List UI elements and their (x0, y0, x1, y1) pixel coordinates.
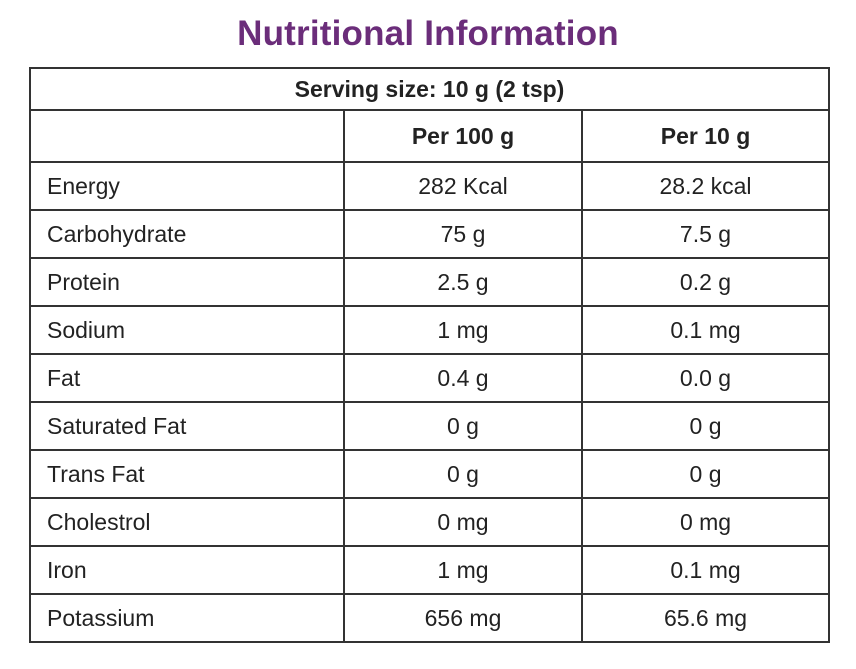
value-per-100g: 2.5 g (343, 257, 583, 307)
value-per-10g: 0.2 g (580, 257, 831, 307)
table-row: Sodium 1 mg 0.1 mg (29, 305, 831, 355)
table-row: Iron 1 mg 0.1 mg (29, 545, 831, 595)
table-row: Carbohydrate 75 g 7.5 g (29, 209, 831, 259)
serving-size: Serving size: 10 g (2 tsp) (28, 67, 831, 111)
nutrient-name: Fat (29, 353, 345, 403)
column-header-per-10g: Per 10 g (580, 109, 831, 163)
value-per-10g: 0.0 g (580, 353, 831, 403)
value-per-100g: 282 Kcal (343, 161, 583, 211)
serving-row: Serving size: 10 g (2 tsp) (28, 67, 831, 111)
table-row: Fat 0.4 g 0.0 g (29, 353, 831, 403)
value-per-10g: 28.2 kcal (580, 161, 831, 211)
table-row: Protein 2.5 g 0.2 g (29, 257, 831, 307)
value-per-100g: 75 g (343, 209, 583, 259)
nutrient-name: Protein (29, 257, 345, 307)
table-row: Trans Fat 0 g 0 g (29, 449, 831, 499)
nutrient-name: Sodium (29, 305, 345, 355)
value-per-10g: 0.1 mg (580, 305, 831, 355)
column-header-nutrient (29, 109, 345, 163)
value-per-100g: 0 g (343, 401, 583, 451)
value-per-10g: 0 mg (580, 497, 831, 547)
nutrient-name: Energy (29, 161, 345, 211)
value-per-10g: 0 g (580, 401, 831, 451)
nutrient-name: Saturated Fat (29, 401, 345, 451)
value-per-10g: 0.1 mg (580, 545, 831, 595)
table-row: Potassium 656 mg 65.6 mg (29, 593, 831, 643)
nutrient-name: Cholestrol (29, 497, 345, 547)
value-per-10g: 65.6 mg (580, 593, 831, 643)
header-row: Per 100 g Per 10 g (29, 109, 831, 163)
value-per-100g: 0.4 g (343, 353, 583, 403)
column-header-per-100g: Per 100 g (343, 109, 583, 163)
nutrient-name: Carbohydrate (29, 209, 345, 259)
nutrition-table: Serving size: 10 g (2 tsp) Per 100 g Per… (28, 67, 831, 643)
table-row: Cholestrol 0 mg 0 mg (29, 497, 831, 547)
value-per-100g: 0 g (343, 449, 583, 499)
value-per-100g: 656 mg (343, 593, 583, 643)
value-per-10g: 7.5 g (580, 209, 831, 259)
page-title: Nutritional Information (237, 14, 619, 53)
nutrient-name: Iron (29, 545, 345, 595)
nutrient-name: Potassium (29, 593, 345, 643)
value-per-10g: 0 g (580, 449, 831, 499)
table-row: Saturated Fat 0 g 0 g (29, 401, 831, 451)
value-per-100g: 0 mg (343, 497, 583, 547)
value-per-100g: 1 mg (343, 305, 583, 355)
table-row: Energy 282 Kcal 28.2 kcal (29, 161, 831, 211)
nutrient-name: Trans Fat (29, 449, 345, 499)
value-per-100g: 1 mg (343, 545, 583, 595)
